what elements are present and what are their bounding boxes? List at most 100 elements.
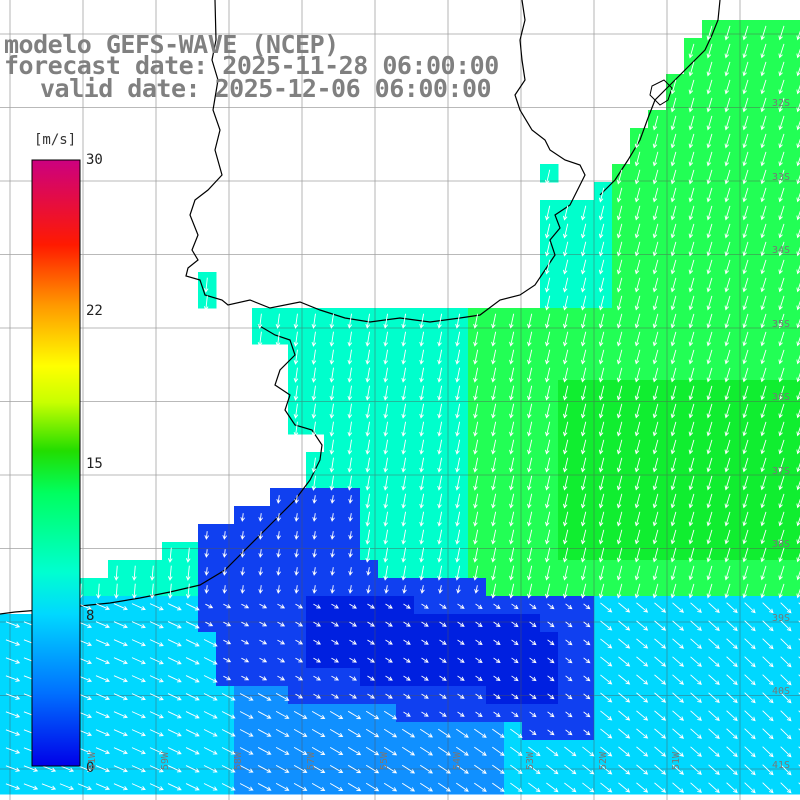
wind-cell [792,56,800,75]
wind-arrow [688,223,695,239]
wind-arrow [780,602,792,614]
wind-arrow [491,529,497,545]
wind-arrow [401,475,407,491]
wind-arrow [295,603,304,609]
wind-arrow [760,97,767,113]
wind-arrow [259,675,268,681]
wind-arrow [276,513,281,522]
wind-arrow [510,746,523,757]
wind-arrow [652,547,659,563]
wind-arrow [509,403,515,419]
wind-arrow [724,421,731,437]
wind-arrow [277,639,286,645]
wind-arrow [329,331,335,347]
wind-arrow [222,567,227,576]
wind-arrow [509,457,515,473]
wind-arrow [760,511,767,527]
wind-arrow [724,295,731,311]
wind-arrow [419,475,425,491]
coastline-south [0,324,323,615]
wind-arrow [527,511,533,527]
wind-arrow [311,331,317,347]
wind-arrow [562,277,569,293]
wind-arrow [385,603,393,609]
lon-label: 54W [452,751,463,770]
wind-arrow [762,602,774,614]
lat-label: 33S [772,171,791,183]
wind-arrow [203,783,218,791]
wind-arrow [546,764,559,775]
wind-arrow [690,674,702,685]
wind-arrow [365,403,371,419]
wind-arrow [455,385,461,401]
wind-arrow [277,621,286,627]
wind-arrow [259,603,268,609]
wind-arrow [311,782,326,791]
wind-arrow [688,133,695,149]
wind-arrow [95,783,110,791]
wind-arrow [347,728,362,738]
wind-arrow [259,639,268,645]
wind-arrow [580,439,587,455]
wind-arrow [562,529,569,545]
title-forecast-date: forecast date: 2025-11-28 06:00:00 [4,51,499,80]
wind-arrow [150,583,155,599]
wind-arrow [616,331,623,347]
wind-arrow [778,529,785,545]
wind-cell [792,326,800,345]
wind-arrow [634,457,641,473]
wind-arrow [636,656,649,667]
wind-arrow [223,621,232,627]
wind-arrow [473,475,479,491]
wind-arrow [706,331,713,347]
wind-arrow [385,693,393,699]
wind-arrow [598,223,605,239]
wind-arrow [131,621,146,629]
wind-arrow [598,331,605,347]
wind-arrow [706,385,713,401]
wind-arrow [330,549,335,558]
wind-arrow [762,620,774,632]
wind-arrow [670,457,677,473]
wind-arrow [384,585,389,594]
wind-arrow [455,493,461,509]
wind-arrow [724,97,731,113]
wind-arrow [760,151,767,167]
wind-arrow [598,547,605,563]
wind-arrow [311,746,326,755]
wind-arrow [475,693,483,699]
wind-arrow [59,765,75,773]
wind-arrow [562,349,569,365]
wind-arrow [95,693,110,701]
wind-arrow [760,187,767,203]
wind-arrow [293,710,308,719]
wind-arrow [742,61,749,77]
wind-arrow [778,295,785,311]
wind-arrow [457,675,465,681]
lon-label: 59W [160,751,171,770]
wind-arrow [760,439,767,455]
wind-arrow [600,638,613,649]
wind-cell [792,434,800,453]
wind-arrow [545,259,551,275]
wind-arrow [636,782,649,793]
wind-arrow [419,746,433,756]
wind-arrow [455,349,461,365]
wind-arrow [760,259,767,275]
wind-arrow [760,313,767,329]
wind-arrows [5,25,800,794]
wind-arrow [706,259,713,275]
wind-arrow [509,547,515,563]
wind-arrow [618,692,631,703]
wind-arrow [419,421,425,437]
wind-arrow [634,313,641,329]
wind-arrow [688,151,695,167]
wind-arrow [778,241,785,257]
wind-arrow [670,511,677,527]
wind-arrow [598,457,605,473]
wind-arrow [493,675,501,682]
wind-arrow [744,692,756,704]
wind-arrow [580,547,587,563]
wind-arrow [95,639,110,647]
wind-arrow [565,657,573,664]
